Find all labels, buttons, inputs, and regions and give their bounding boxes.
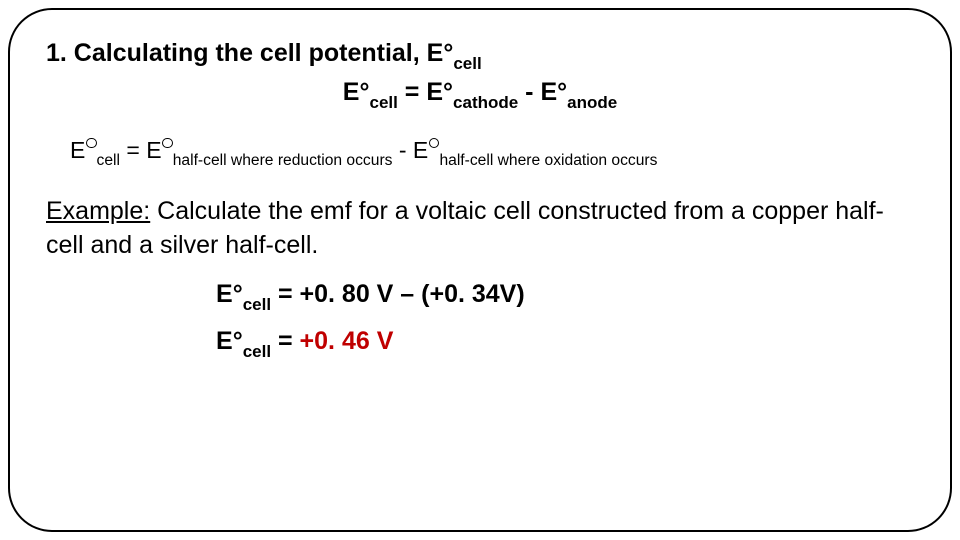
long-eq: = [120, 137, 146, 163]
degree-symbol [233, 327, 243, 355]
formula-term2-sub: cathode [453, 93, 518, 112]
example-body: Calculate the emf for a voltaic cell con… [46, 197, 884, 259]
formula-term2-base: E [426, 78, 443, 106]
calc1-rhs: = +0. 80 V – (+0. 34V) [271, 280, 525, 308]
formula-minus: - [518, 78, 540, 106]
long-term2-sub: half-cell where reduction occurs [173, 152, 393, 169]
formula-term3-sub: anode [567, 93, 617, 112]
long-term2-base: E [146, 137, 161, 163]
long-term3-base: E [413, 137, 428, 163]
formula-long: Ecell = Ehalf-cell where reduction occur… [70, 137, 914, 169]
example-label: Example: [46, 197, 150, 225]
formula-term1-sub: cell [369, 93, 397, 112]
ring-symbol [85, 137, 96, 163]
degree-symbol [557, 78, 567, 106]
heading-text: 1. Calculating the cell potential, E [46, 39, 443, 67]
formula-term1-base: E [343, 78, 360, 106]
long-minus: - [392, 137, 412, 163]
calc-line-1: Ecell = +0. 80 V – (+0. 34V) [216, 280, 914, 313]
long-term1-sub: cell [97, 152, 120, 169]
calc1-base: E [216, 280, 233, 308]
heading-sub: cell [453, 54, 481, 73]
calc-line-2: Ecell = +0. 46 V [216, 327, 914, 360]
formula-term3-base: E [540, 78, 557, 106]
long-term3-sub: half-cell where oxidation occurs [439, 152, 657, 169]
slide-frame: 1. Calculating the cell potential, E cell… [8, 8, 952, 532]
example-paragraph: Example: Calculate the emf for a voltaic… [46, 195, 914, 263]
heading: 1. Calculating the cell potential, E cell [46, 38, 914, 72]
calc2-result: +0. 46 V [300, 327, 394, 355]
calc2-base: E [216, 327, 233, 355]
long-term1-base: E [70, 137, 85, 163]
calc2-sub: cell [243, 342, 271, 361]
degree-symbol [233, 280, 243, 308]
calc2-eq: = [271, 327, 300, 355]
degree-symbol [443, 39, 453, 67]
formula-eq: = [398, 78, 427, 106]
degree-symbol [359, 78, 369, 106]
formula-main: Ecell = Ecathode - Eanode [46, 78, 914, 111]
degree-symbol [443, 78, 453, 106]
ring-symbol [428, 137, 439, 163]
ring-symbol [162, 137, 173, 163]
calc1-sub: cell [243, 295, 271, 314]
